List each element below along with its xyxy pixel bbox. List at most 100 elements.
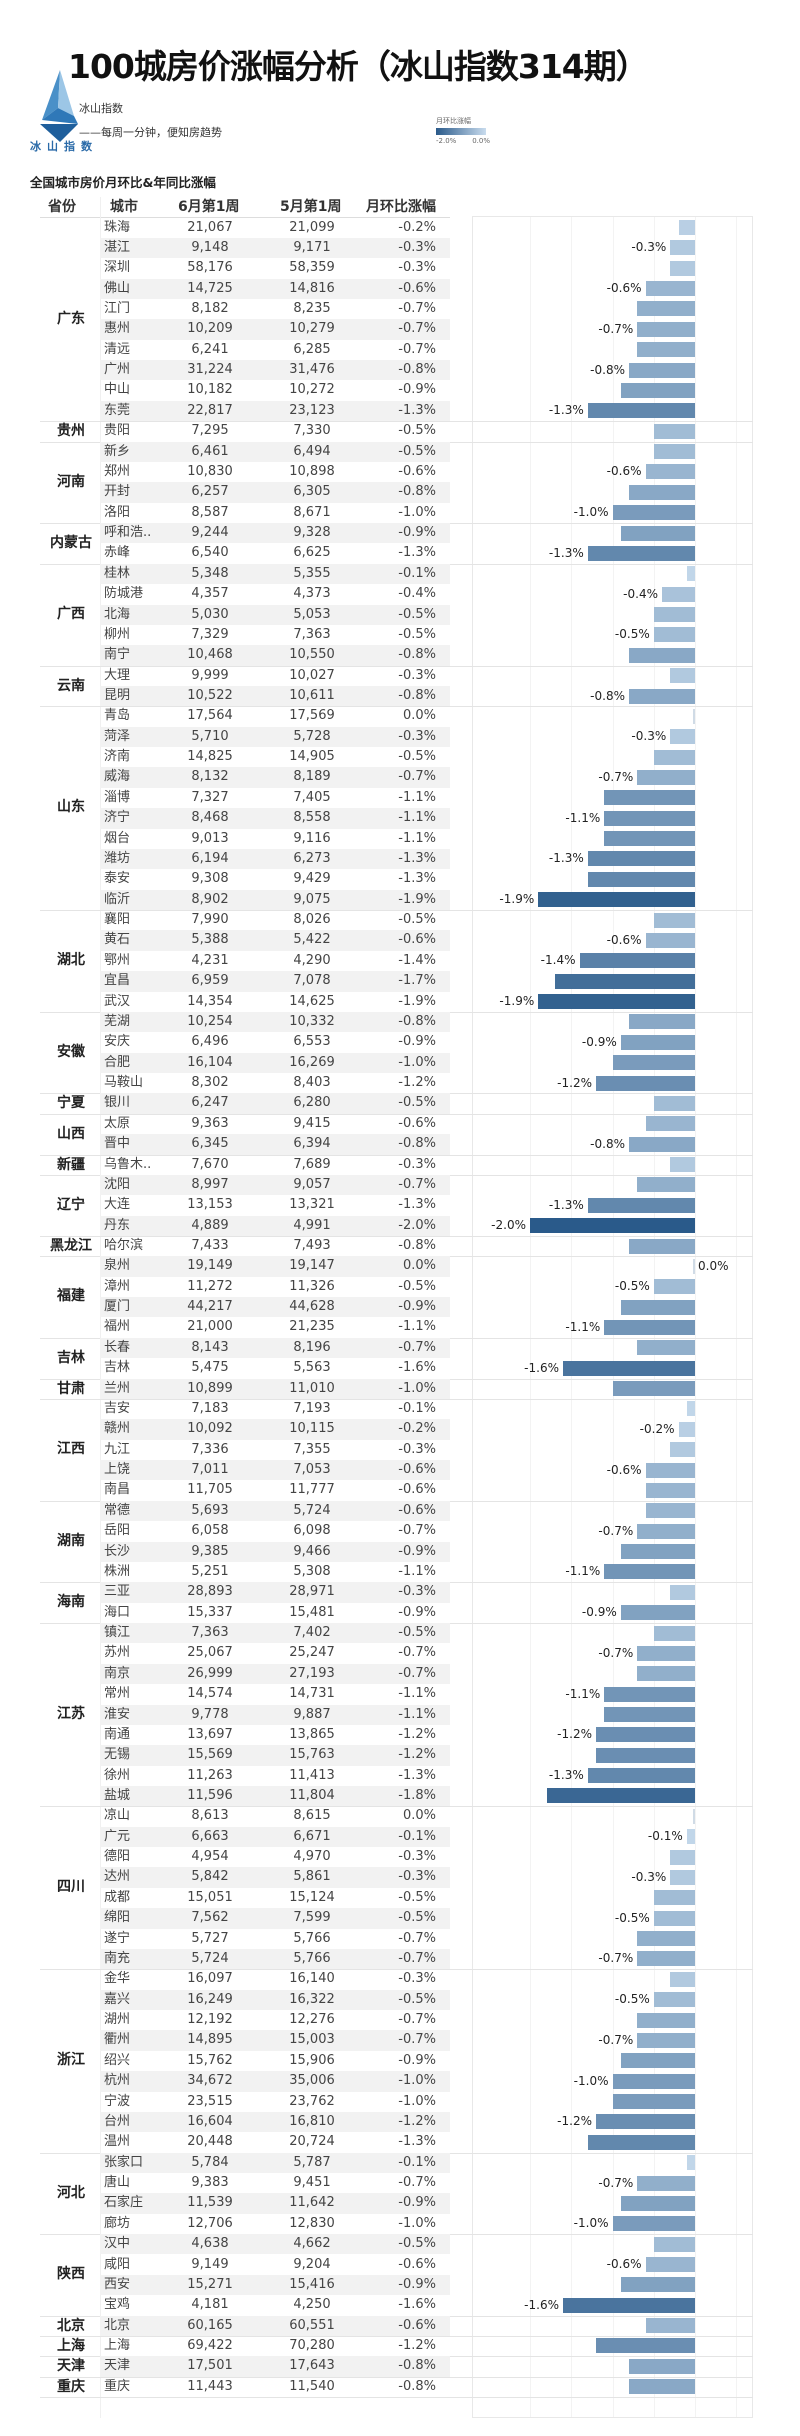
- mom-bar: [596, 2114, 695, 2130]
- mom-change: -1.0%: [398, 1054, 436, 1070]
- price-may: 8,558: [293, 810, 331, 826]
- price-jun: 7,990: [191, 912, 229, 928]
- price-may: 11,010: [289, 1380, 335, 1396]
- group-divider: [40, 2397, 753, 2399]
- price-jun: 6,247: [191, 1095, 229, 1111]
- bar-value-label: -0.3%: [631, 240, 667, 255]
- city-name: 泉州: [104, 1258, 131, 1274]
- mom-bar: [596, 2338, 695, 2354]
- row-stripe: [100, 1623, 450, 1644]
- row-stripe: [100, 1215, 450, 1236]
- row-stripe: [100, 1989, 450, 2011]
- province-name: 四川: [57, 1879, 85, 1896]
- price-may: 16,810: [289, 2113, 335, 2129]
- city-name: 石家庄: [104, 2195, 144, 2211]
- row-stripe: [100, 1378, 450, 1399]
- price-jun: 19,149: [187, 1258, 233, 1274]
- price-jun: 8,997: [191, 1176, 229, 1192]
- city-name: 乌鲁木..: [104, 1156, 152, 1172]
- mom-bar: [670, 1849, 695, 1865]
- mom-change: -1.9%: [398, 993, 436, 1009]
- bar-value-label: -0.7%: [598, 1951, 634, 1966]
- price-may: 6,625: [293, 545, 331, 561]
- mom-bar: [629, 2358, 695, 2374]
- city-name: 厦门: [104, 1299, 131, 1315]
- mom-change: -0.1%: [398, 565, 436, 581]
- mom-bar: [653, 1279, 695, 1295]
- price-jun: 9,013: [191, 830, 229, 846]
- price-may: 5,787: [293, 2154, 331, 2170]
- price-jun: 5,475: [191, 1360, 229, 1376]
- price-jun: 12,706: [187, 2215, 233, 2231]
- mom-bar: [637, 2032, 695, 2048]
- mom-bar: [637, 2012, 695, 2028]
- page-title: 100城房价涨幅分析（冰山指数314期）: [68, 47, 649, 86]
- price-may: 9,328: [293, 525, 331, 541]
- mom-change: -0.3%: [398, 1849, 436, 1865]
- bar-value-label: -0.3%: [631, 1869, 667, 1884]
- mom-change: -0.8%: [398, 1136, 436, 1152]
- gridline: [612, 217, 614, 2417]
- bar-value-label: -0.7%: [598, 1523, 634, 1538]
- city-name: 绍兴: [104, 2052, 131, 2068]
- mom-change: 0.0%: [402, 1808, 436, 1824]
- price-jun: 58,176: [187, 260, 233, 276]
- gridline: [736, 217, 738, 2417]
- mom-change: -0.9%: [398, 1604, 436, 1620]
- bar-value-label: -1.0%: [573, 2073, 609, 2088]
- row-stripe: [100, 2030, 450, 2051]
- mom-change: -0.7%: [398, 2175, 436, 2191]
- mom-bar: [620, 382, 695, 398]
- row-stripe: [100, 482, 450, 503]
- mom-bar: [587, 545, 695, 561]
- bar-value-label: -1.0%: [573, 505, 609, 520]
- price-may: 6,280: [293, 1095, 331, 1111]
- mom-bar: [645, 932, 695, 948]
- mom-bar: [645, 1462, 695, 1478]
- mom-change: -1.3%: [398, 545, 436, 561]
- mom-bar: [563, 1360, 695, 1376]
- price-jun: 17,501: [187, 2358, 233, 2374]
- price-may: 21,099: [289, 219, 335, 235]
- price-may: 5,308: [293, 1563, 331, 1579]
- price-jun: 44,217: [187, 1299, 233, 1315]
- mom-bar: [620, 1605, 695, 1621]
- price-jun: 7,433: [191, 1238, 229, 1253]
- price-jun: 8,902: [191, 891, 229, 907]
- bar-value-label: -0.7%: [598, 2032, 634, 2047]
- price-jun: 9,363: [191, 1115, 229, 1131]
- mom-change: -0.4%: [398, 586, 436, 602]
- city-name: 合肥: [104, 1054, 131, 1070]
- price-jun: 4,954: [191, 1849, 229, 1865]
- row-stripe: [100, 2193, 450, 2214]
- city-name: 吉林: [104, 1360, 131, 1376]
- price-may: 14,905: [289, 749, 335, 765]
- mom-bar: [670, 1157, 695, 1173]
- group-divider: [40, 1236, 753, 1237]
- price-may: 11,540: [289, 2378, 335, 2394]
- price-jun: 13,153: [187, 1197, 233, 1213]
- mom-bar: [620, 1299, 695, 1315]
- price-jun: 5,388: [191, 932, 229, 948]
- city-name: 襄阳: [104, 912, 131, 928]
- price-may: 12,276: [289, 2012, 335, 2028]
- mom-bar: [653, 1910, 695, 1926]
- city-name: 佛山: [104, 280, 131, 296]
- bar-value-label: -0.3%: [631, 729, 667, 744]
- city-name: 新乡: [104, 443, 131, 459]
- mom-bar: [645, 2318, 695, 2334]
- price-jun: 11,539: [187, 2195, 233, 2211]
- mom-bar: [645, 1482, 695, 1498]
- mom-bar: [587, 1197, 695, 1213]
- mom-bar: [662, 586, 695, 602]
- mom-bar: [653, 627, 695, 643]
- mom-change: -0.6%: [398, 2256, 436, 2272]
- price-jun: 4,889: [191, 1217, 229, 1233]
- bar-value-label: -1.3%: [548, 1197, 584, 1212]
- price-jun: 7,295: [191, 423, 229, 439]
- price-jun: 6,663: [191, 1828, 229, 1844]
- city-name: 成都: [104, 1889, 131, 1905]
- mom-bar: [620, 1544, 695, 1560]
- mom-bar: [653, 607, 695, 623]
- bar-value-label: -0.7%: [598, 769, 634, 784]
